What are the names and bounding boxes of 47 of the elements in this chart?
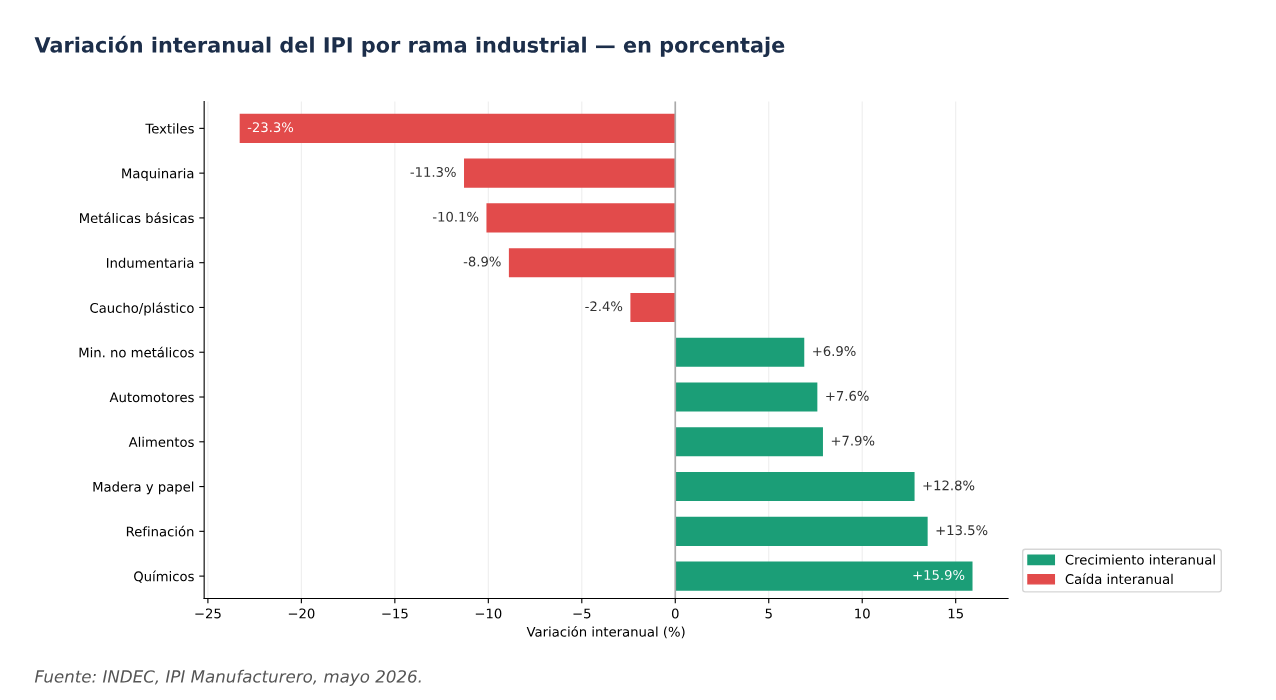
x-tick-label: −20	[288, 608, 315, 619]
bar	[486, 203, 676, 233]
x-tick-label: −25	[195, 608, 221, 619]
bar	[675, 382, 818, 412]
data-label: +13.5%	[936, 525, 988, 536]
data-label: +15.9%	[913, 569, 965, 580]
y-tick-label: Caucho/plástico	[90, 302, 194, 316]
y-tick-label: Madera y papel	[93, 481, 194, 495]
bar	[630, 292, 676, 323]
x-tick-label: −5	[573, 608, 591, 619]
bar	[239, 113, 676, 143]
data-label: +7.6%	[826, 390, 869, 401]
y-tick-label: Indumentaria	[106, 257, 194, 268]
bar	[675, 337, 805, 367]
legend-label: Caída interanual	[1065, 573, 1173, 585]
data-label: -10.1%	[432, 211, 479, 222]
data-label: -23.3%	[247, 122, 294, 133]
y-tick-label: Refinación	[126, 525, 194, 537]
x-tick-label: 10	[855, 608, 870, 619]
data-label: +12.8%	[923, 480, 975, 491]
bar	[675, 516, 928, 546]
x-tick-label: −15	[382, 608, 408, 619]
x-tick-label: 0	[671, 608, 679, 619]
y-tick-label: Maquinaria	[122, 168, 194, 181]
bar	[675, 427, 823, 457]
x-tick-label: −10	[475, 608, 502, 619]
bar	[675, 561, 973, 591]
legend-label: Crecimiento interanual	[1065, 554, 1215, 565]
data-label: -2.4%	[585, 301, 623, 312]
chart-title: Variación interanual del IPI por rama industrial — en porcentaje	[34, 35, 785, 57]
bar	[464, 158, 676, 188]
source-note: Fuente: INDEC, IPI Manufacturero, mayo 2026.	[34, 669, 421, 686]
data-label: +7.9%	[831, 435, 875, 446]
x-tick-label: 15	[948, 608, 963, 619]
y-tick-label: Alimentos	[128, 436, 194, 447]
y-tick-label: Min. no metálicos	[79, 346, 194, 358]
data-label: +6.9%	[813, 346, 856, 357]
data-label: -11.3%	[410, 166, 456, 177]
bar	[508, 248, 676, 278]
y-tick-label: Metálicas básicas	[80, 212, 194, 224]
bar	[675, 472, 915, 502]
y-tick-label: Automotores	[109, 392, 194, 403]
x-tick-label: 5	[765, 608, 772, 619]
y-tick-label: Textiles	[145, 123, 194, 134]
data-label: -8.9%	[463, 256, 501, 267]
x-axis-title: Variación interanual (%)	[526, 626, 685, 639]
y-tick-label: Químicos	[134, 570, 194, 583]
